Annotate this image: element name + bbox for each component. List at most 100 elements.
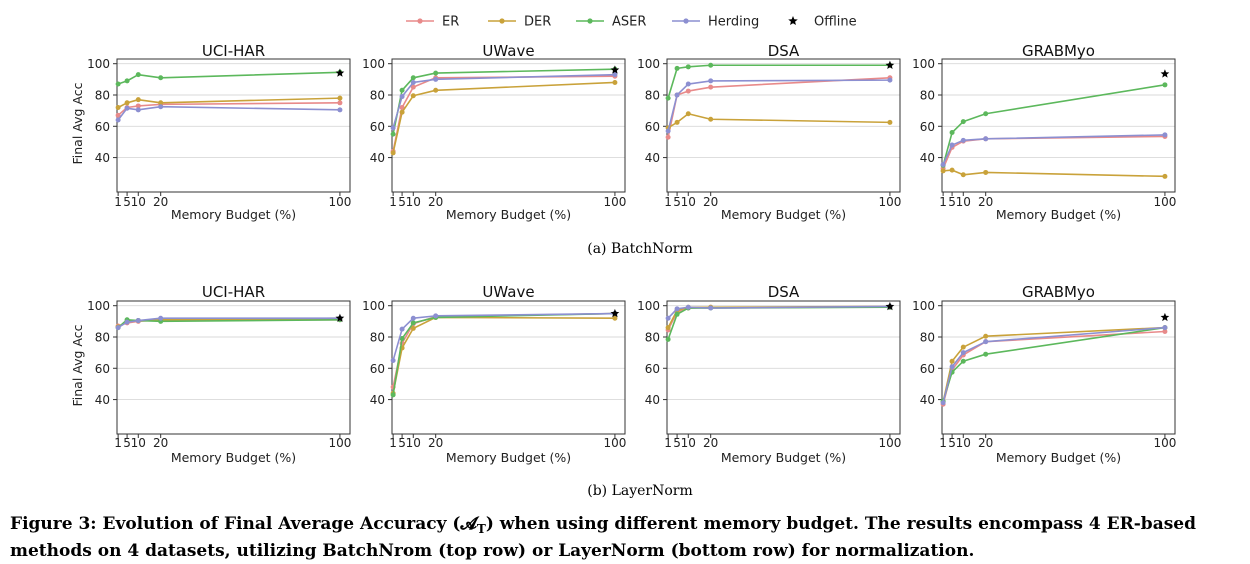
plot-frame <box>391 58 626 193</box>
x-tick-label-5: 5 <box>123 436 131 450</box>
offline-marker <box>610 308 620 318</box>
legend-marker-der <box>499 18 505 24</box>
x-tick-label-5: 5 <box>398 195 406 209</box>
legend-marker-aser <box>587 18 593 24</box>
x-tick-label-20: 20 <box>428 436 443 450</box>
data-point-der-1 <box>940 168 946 174</box>
data-point-aser-10 <box>685 64 691 70</box>
offline-marker <box>610 65 620 74</box>
data-point-der-20 <box>983 169 989 175</box>
series-aser <box>115 69 343 87</box>
x-tick-label-10: 10 <box>131 195 146 209</box>
series-er <box>665 75 893 140</box>
x-axis-label: Memory Budget (%) <box>446 450 571 465</box>
x-tick-label-20: 20 <box>428 195 443 209</box>
data-point-herding-20 <box>983 136 989 142</box>
series-line-der <box>392 81 615 154</box>
data-point-aser-20 <box>433 70 439 76</box>
data-point-herding-20 <box>158 315 164 321</box>
plot-frame <box>666 300 901 435</box>
data-point-der-100 <box>612 315 618 321</box>
figure-caption-line-1: Figure 3: Evolution of Final Average Acc… <box>10 514 1196 536</box>
data-point-der-100 <box>612 79 618 85</box>
legend-label-herding: Herding <box>708 15 759 30</box>
data-point-er-100 <box>1162 329 1168 335</box>
series-line-herding <box>117 105 340 121</box>
data-point-herding-20 <box>158 104 164 110</box>
x-tick-label-100: 100 <box>328 195 351 209</box>
panel-title: DSA <box>768 42 800 60</box>
data-point-herding-10 <box>685 81 691 87</box>
data-point-herding-10 <box>410 315 416 321</box>
panel-batchnorm-grabmyo: 40 60 80 100 1 5 10 20 100 GRABMyo Memory Budget (… <box>912 42 1176 222</box>
series-line-der <box>942 326 1165 403</box>
x-tick-label-10: 10 <box>681 195 696 209</box>
x-tick-label-5: 5 <box>948 195 956 209</box>
data-point-herding-20 <box>433 76 439 82</box>
y-tick-label-60: 60 <box>645 120 660 134</box>
figure-caption-subscript: T <box>477 522 486 536</box>
x-tick-label-1: 1 <box>664 195 672 209</box>
series-herding <box>115 104 343 123</box>
data-point-herding-5 <box>399 326 405 332</box>
data-point-aser-100 <box>1162 82 1168 88</box>
panel-layernorm-dsa: 40 60 80 100 1 5 10 20 100 DSA Memory Budget (%) <box>637 283 901 465</box>
series-line-herding <box>667 79 890 132</box>
data-point-herding-100 <box>1162 325 1168 331</box>
y-tick-label-40: 40 <box>645 151 660 165</box>
data-point-herding-1 <box>390 125 396 131</box>
series-line-aser <box>117 318 340 329</box>
series-er <box>665 304 893 333</box>
data-point-herding-100 <box>337 107 343 113</box>
panel-title: DSA <box>768 283 800 301</box>
legend-label-offline: Offline <box>814 15 857 30</box>
data-point-aser-5 <box>399 87 405 93</box>
data-point-er-1 <box>665 134 671 140</box>
panel-title: GRABMyo <box>1022 283 1095 301</box>
y-axis-label: Final Avg Acc <box>70 324 85 406</box>
data-point-der-20 <box>708 116 714 122</box>
data-point-der-100 <box>1162 173 1168 179</box>
y-tick-label-60: 60 <box>920 362 935 376</box>
series-der <box>115 95 343 111</box>
y-tick-label-80: 80 <box>95 330 110 344</box>
data-point-er-1 <box>115 112 121 118</box>
data-point-der-5 <box>124 100 130 106</box>
data-point-aser-20 <box>983 351 989 357</box>
data-point-aser-10 <box>135 72 141 78</box>
data-point-der-20 <box>158 100 164 106</box>
data-point-er-10 <box>410 84 416 90</box>
x-tick-label-100: 100 <box>1153 195 1176 209</box>
series-aser <box>390 311 618 398</box>
data-point-aser-5 <box>674 65 680 71</box>
panel-batchnorm-dsa: 40 60 80 100 1 5 10 20 100 DSA Memory Budget (%) <box>637 42 901 222</box>
x-tick-label-10: 10 <box>956 195 971 209</box>
data-point-aser-10 <box>960 119 966 125</box>
panel-layernorm-uwave: 40 60 80 100 1 5 10 20 100 UWave Memory Budget (%) <box>362 283 626 465</box>
x-tick-label-100: 100 <box>878 436 901 450</box>
y-tick-label-100: 100 <box>637 57 660 71</box>
data-point-aser-1 <box>665 95 671 101</box>
plot-frame <box>941 300 1176 435</box>
x-axis-label: Memory Budget (%) <box>721 450 846 465</box>
y-tick-label-100: 100 <box>637 299 660 313</box>
data-point-er-100 <box>337 100 343 106</box>
x-tick-label-20: 20 <box>153 195 168 209</box>
panel-title: UCI-HAR <box>202 283 265 301</box>
data-point-herding-5 <box>949 142 955 148</box>
series-line-herding <box>942 326 1165 403</box>
legend-item-herding: Herding <box>672 15 759 30</box>
data-point-aser-10 <box>410 320 416 326</box>
x-tick-label-5: 5 <box>948 436 956 450</box>
data-point-der-1 <box>115 105 121 111</box>
data-point-aser-20 <box>158 75 164 81</box>
data-point-aser-5 <box>949 130 955 136</box>
panel-batchnorm-uci-har: 40 60 80 100 1 5 10 20 100 UCI-HAR Memory Budget (… <box>70 42 351 222</box>
x-tick-label-100: 100 <box>328 436 351 450</box>
series-line-aser <box>392 312 615 396</box>
series-line-er <box>942 135 1165 169</box>
panel-title: UWave <box>482 283 534 301</box>
data-point-herding-5 <box>674 92 680 98</box>
data-point-aser-10 <box>410 75 416 81</box>
data-point-der-20 <box>433 87 439 93</box>
